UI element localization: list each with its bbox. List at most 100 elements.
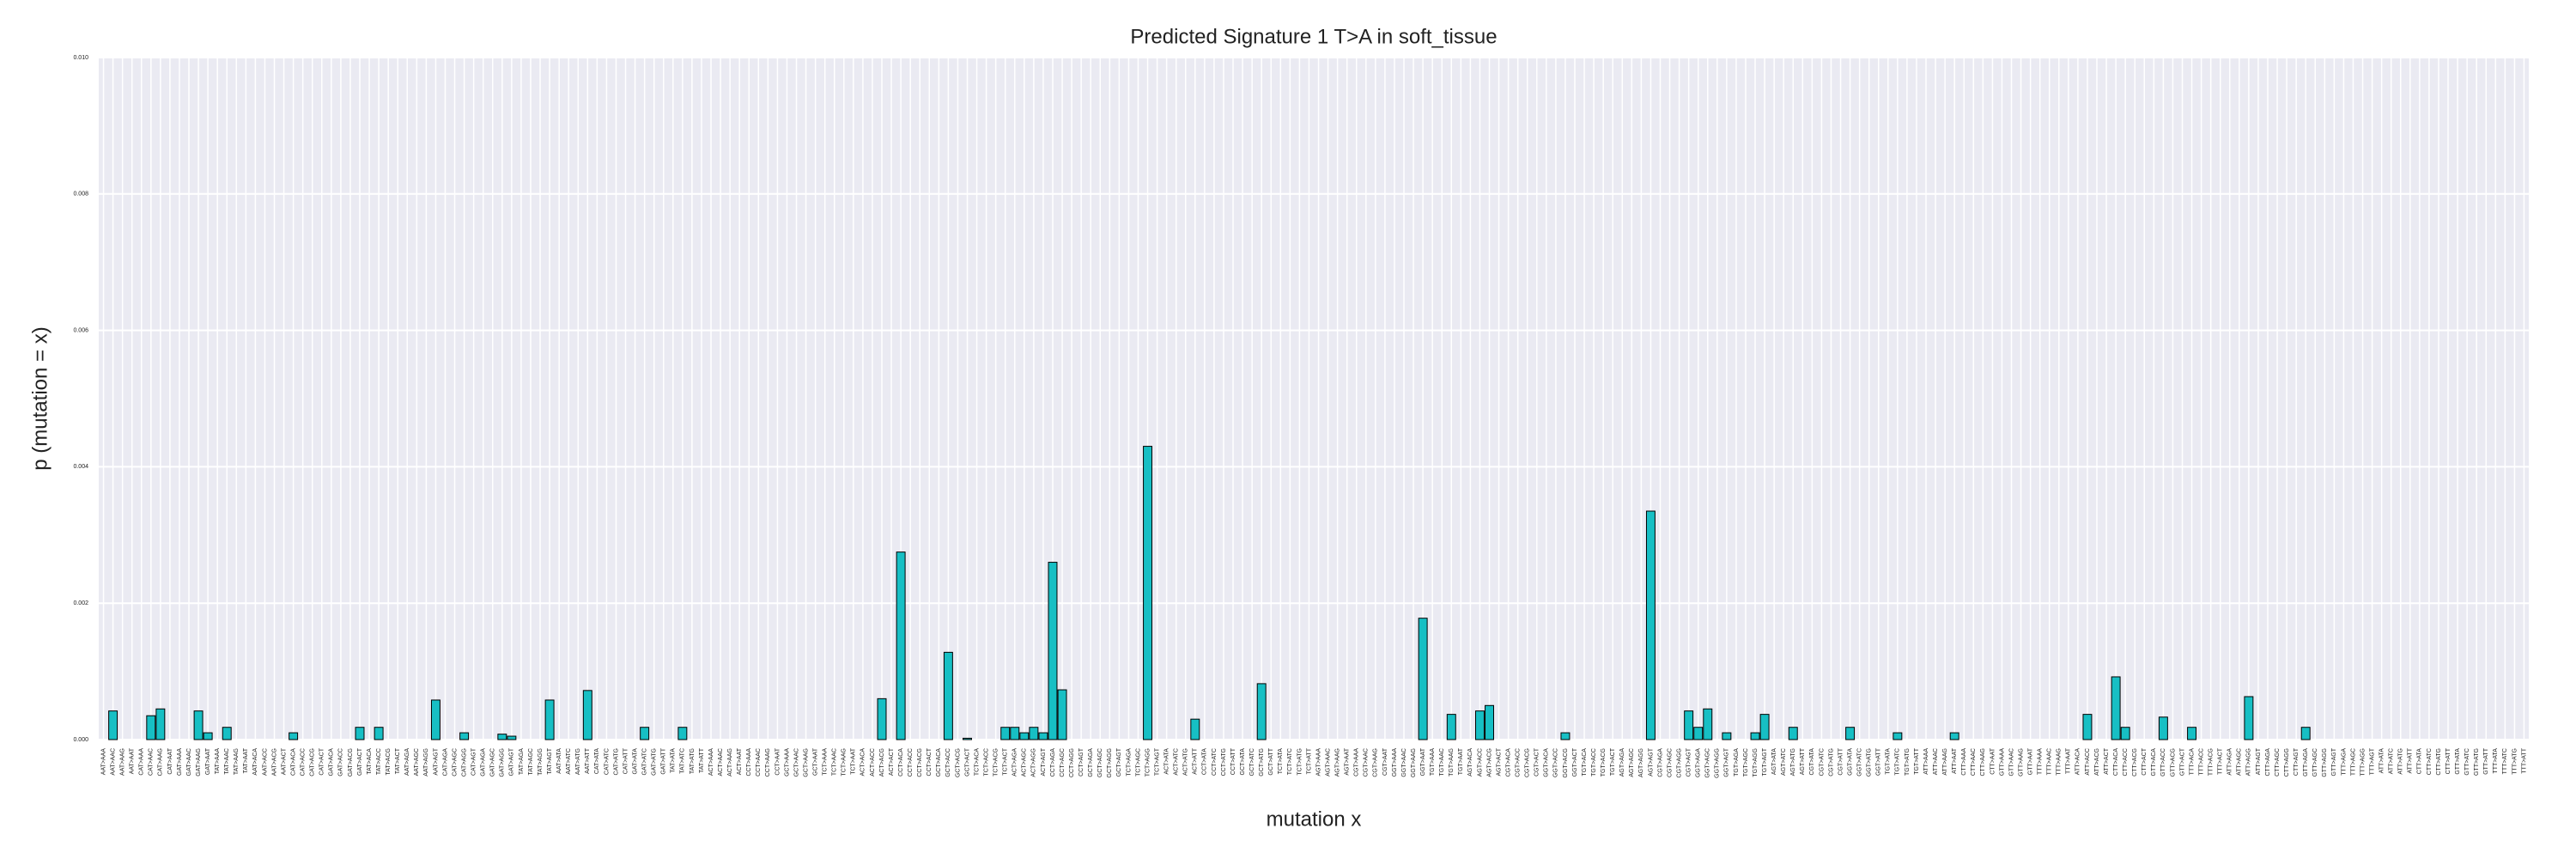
x-tick-label: AGT>AAG	[1334, 748, 1340, 777]
x-tick-label: CCT>ATA	[1202, 748, 1208, 775]
x-tick-label: ATT>ACA	[2075, 748, 2081, 776]
x-tick-label: ACT>ATA	[1163, 748, 1170, 775]
x-tick-label: CGT>ACT	[1534, 747, 1540, 777]
x-tick-label: TTT>ACC	[2198, 748, 2204, 776]
bar	[963, 737, 972, 740]
x-tick-label: AGT>ACC	[1477, 748, 1483, 777]
bar	[193, 710, 204, 740]
y-axis-label: p (mutation = x)	[28, 326, 52, 470]
bar	[2300, 727, 2311, 740]
x-tick-label: ACT>ACC	[870, 748, 876, 777]
x-tick-label: CGT>ATT	[1838, 747, 1844, 775]
x-tick-label: GGT>AAA	[1392, 748, 1398, 777]
x-tick-label: ACT>ACA	[860, 748, 866, 777]
x-tick-label: AGT>ATC	[1781, 748, 1787, 776]
x-tick-label: TAT>AAG	[234, 748, 240, 775]
x-tick-label: ACT>ACG	[879, 748, 885, 777]
x-tick-label: CCT>AAC	[756, 748, 762, 777]
x-tick-label: GTT>AGT	[2331, 747, 2337, 776]
bar	[640, 727, 650, 740]
x-tick-label: GGT>AGG	[1715, 748, 1721, 778]
bar	[1000, 727, 1011, 740]
bar	[1048, 562, 1058, 740]
bar	[1845, 727, 1856, 740]
x-tick-label: GAT>ATA	[632, 748, 638, 775]
bar	[1645, 510, 1656, 740]
x-tick-label: TTT>ATA	[2493, 748, 2499, 774]
x-tick-label: GGT>ACG	[1563, 748, 1569, 777]
x-tick-label: TTT>ACT	[2218, 747, 2224, 775]
x-tick-label: CTT>AAT	[1990, 747, 1996, 775]
x-tick-label: TTT>AGT	[2369, 747, 2375, 775]
x-tick-label: TAT>ACT	[395, 747, 401, 774]
x-tick-label: TAT>AGA	[519, 748, 525, 775]
x-tick-label: TGT>AAT	[1458, 747, 1464, 775]
x-tick-label: TCT>ATA	[1278, 748, 1284, 775]
x-tick-label: GAT>ACC	[338, 748, 344, 777]
x-tick-label: AAT>ACT	[281, 747, 287, 775]
x-axis-label: mutation x	[1267, 807, 1362, 831]
x-tick-label: ATT>AAG	[1942, 748, 1948, 776]
x-tick-label: CGT>AGT	[1686, 747, 1692, 777]
x-tick-label: AAT>ATG	[575, 748, 581, 775]
x-tick-label: GGT>ATG	[1867, 748, 1873, 777]
x-tick-label: GCT>AAC	[793, 748, 799, 777]
x-tick-label: TCT>ATG	[1297, 748, 1303, 776]
bar	[1693, 727, 1704, 740]
x-tick-label: TCT>ATT	[1306, 747, 1312, 774]
x-tick-label: CAT>AAG	[158, 748, 164, 776]
x-tick-label: CAT>ACT	[319, 747, 325, 775]
x-tick-label: CCT>AGT	[1078, 747, 1084, 777]
x-tick-label: GGT>AAT	[1420, 747, 1426, 776]
x-tick-label: CTT>ACA	[2113, 748, 2119, 776]
x-tick-label: TGT>ACC	[1591, 748, 1597, 777]
x-tick-label: ATT>ATG	[2398, 748, 2404, 775]
x-tick-label: TAT>ATG	[690, 748, 696, 774]
x-tick-label: AGT>ACG	[1486, 748, 1492, 777]
x-tick-label: TTT>AAT	[2066, 747, 2072, 774]
x-tick-label: AGT>AAA	[1315, 748, 1321, 777]
x-tick-label: ATT>AGG	[2246, 748, 2252, 776]
x-tick-label: TGT>AGG	[1753, 748, 1759, 777]
x-tick-label: GAT>AAT	[205, 747, 211, 775]
x-tick-label: CGT>ATC	[1819, 748, 1825, 776]
bar	[1893, 732, 1903, 740]
x-tick-label: ACT>AAT	[737, 747, 743, 775]
x-tick-label: CAT>ACC	[301, 748, 307, 776]
x-tick-label: AAT>ATT	[585, 747, 591, 774]
plot-background	[99, 58, 2529, 740]
x-tick-label: CAT>AGC	[452, 748, 458, 777]
x-tick-label: TTT>AAC	[2047, 748, 2053, 775]
x-tick-label: ATT>AGT	[2256, 747, 2262, 775]
x-tick-label: TGT>ACT	[1610, 747, 1616, 776]
x-tick-label: ATT>ATA	[2379, 748, 2385, 774]
x-tick-label: GAT>AGG	[500, 748, 506, 777]
x-tick-label: TCT>AGC	[1135, 748, 1141, 777]
x-tick-label: ACT>AAC	[718, 748, 724, 776]
x-tick-label: TGT>ATA	[1886, 748, 1892, 775]
x-tick-label: GGT>AGC	[1705, 748, 1711, 777]
x-tick-label: CCT>ACA	[898, 748, 904, 777]
x-tick-label: AGT>ATG	[1790, 748, 1796, 776]
bar	[1446, 714, 1456, 740]
x-tick-label: TAT>AAT	[243, 747, 249, 773]
x-tick-label: TTT>ATT	[2521, 747, 2527, 773]
x-tick-label: CCT>AGC	[1060, 748, 1066, 777]
x-tick-label: GGT>AAC	[1401, 748, 1407, 777]
x-tick-label: CTT>AGG	[2284, 748, 2290, 777]
x-tick-label: AAT>AAT	[130, 747, 136, 774]
x-tick-label: GTT>AAG	[2018, 748, 2024, 777]
bar	[1485, 704, 1494, 740]
x-tick-label: CAT>ACA	[290, 748, 296, 776]
x-tick-label: GCT>ACC	[945, 748, 951, 777]
bar	[1010, 727, 1020, 740]
x-tick-label: GTT>AAC	[2008, 748, 2014, 776]
bar	[355, 727, 365, 740]
bar	[1788, 727, 1798, 740]
bar	[677, 727, 688, 740]
bar	[877, 698, 887, 740]
x-tick-label: TGT>ACG	[1601, 748, 1607, 777]
x-tick-label: CAT>AGA	[442, 748, 448, 777]
bar	[289, 732, 299, 740]
x-tick-label: TTT>AGA	[2341, 748, 2347, 776]
